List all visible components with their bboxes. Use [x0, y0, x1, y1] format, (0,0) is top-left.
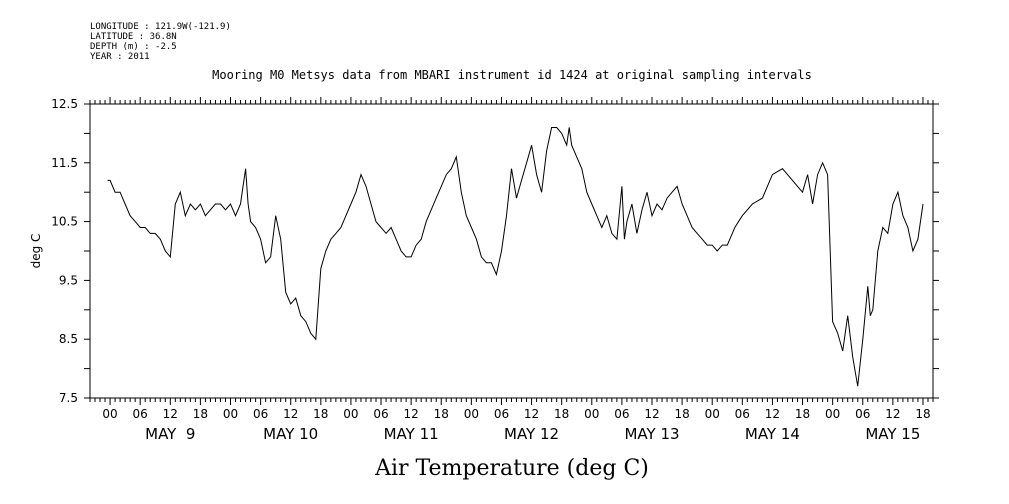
x-hour-label: 12: [644, 407, 659, 421]
x-hour-label: 12: [404, 407, 419, 421]
x-hour-label: 00: [584, 407, 599, 421]
x-hour-label: 00: [705, 407, 720, 421]
x-day-label: MAY 10: [263, 425, 318, 443]
x-hour-label: 06: [494, 407, 509, 421]
x-hour-label: 12: [885, 407, 900, 421]
x-hour-label: 00: [223, 407, 238, 421]
y-tick-label: 11.5: [51, 156, 78, 170]
x-hour-label: 18: [554, 407, 569, 421]
x-hour-label: 00: [102, 407, 117, 421]
x-hour-label: 06: [373, 407, 388, 421]
year-text: YEAR : 2011: [90, 52, 150, 62]
tick-marks: [89, 97, 934, 405]
chart-title: Mooring M0 Metsys data from MBARI instru…: [212, 68, 812, 82]
x-day-label: MAY 13: [624, 425, 679, 443]
x-hour-label: 00: [825, 407, 840, 421]
x-hour-label: 18: [915, 407, 930, 421]
x-hour-label: 06: [614, 407, 629, 421]
x-hour-label: 12: [163, 407, 178, 421]
depth-text: DEPTH (m) : -2.5: [90, 42, 177, 52]
plot-frame: [89, 103, 934, 399]
y-axis-label: deg C: [29, 234, 43, 269]
x-day-label: MAY 9: [145, 425, 195, 443]
x-axis-label: Air Temperature (deg C): [374, 456, 649, 481]
series-line-air-temperature: [107, 127, 924, 387]
x-hour-label: 18: [795, 407, 810, 421]
x-hour-label: 06: [735, 407, 750, 421]
y-tick-label: 9.5: [59, 273, 78, 287]
x-day-label: MAY 12: [504, 425, 559, 443]
x-day-label: MAY 14: [745, 425, 800, 443]
x-hour-label: 06: [855, 407, 870, 421]
x-hour-label: 18: [434, 407, 449, 421]
y-tick-label: 7.5: [59, 391, 78, 405]
x-hour-label: 12: [283, 407, 298, 421]
longitude-text: LONGITUDE : 121.9W(-121.9): [90, 22, 231, 32]
x-hour-label: 18: [193, 407, 208, 421]
y-tick-label: 8.5: [59, 332, 78, 346]
x-hour-label: 18: [313, 407, 328, 421]
x-hour-label: 18: [674, 407, 689, 421]
x-hour-label: 12: [765, 407, 780, 421]
x-hour-label: 00: [464, 407, 479, 421]
x-hour-label: 12: [524, 407, 539, 421]
y-tick-label: 10.5: [51, 215, 78, 229]
x-hour-label: 00: [343, 407, 358, 421]
x-day-label: MAY 11: [384, 425, 439, 443]
latitude-text: LATITUDE : 36.8N: [90, 32, 177, 42]
y-tick-label: 12.5: [51, 97, 78, 111]
x-axis: 00 06 12 18 00 06 12 18 00 06 12 18 00 06 12 18 00 06 12 18…: [102, 407, 930, 443]
x-day-label: MAY 15: [865, 425, 920, 443]
mooring-metadata: LONGITUDE : 121.9W(-121.9) LATITUDE : 36…: [90, 22, 231, 62]
x-hour-label: 06: [133, 407, 148, 421]
x-hour-label: 06: [253, 407, 268, 421]
y-axis: 7.5 8.5 9.5 10.5 11.5 12.5: [51, 97, 939, 405]
